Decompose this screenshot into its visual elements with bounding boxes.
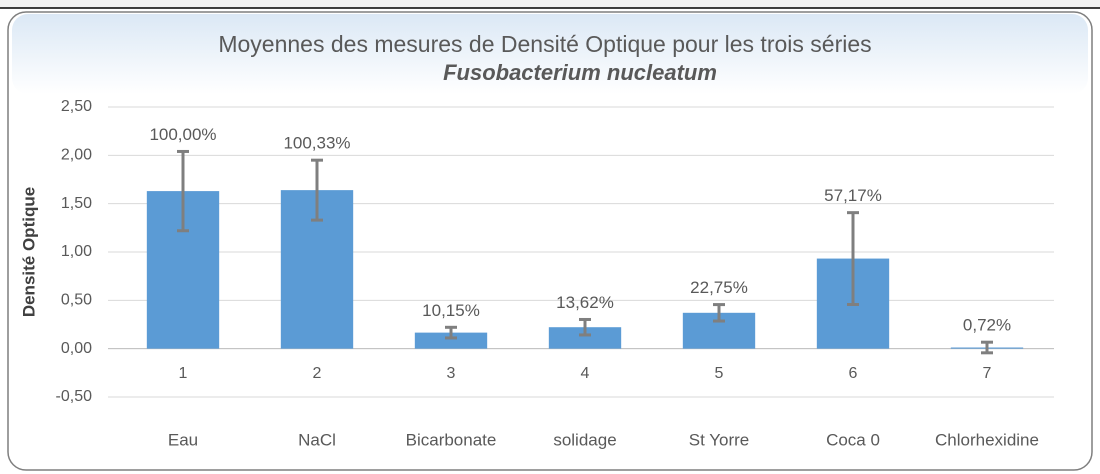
y-tick-label: 1,50: [61, 195, 92, 212]
header-band: [12, 14, 1088, 94]
data-label: 13,62%: [556, 293, 614, 312]
bar: [548, 327, 622, 349]
x-tick-number: 2: [313, 365, 322, 382]
x-tick-label: Chlorhexidine: [935, 430, 1039, 449]
x-tick-label: NaCl: [298, 430, 336, 449]
y-tick-label: 2,50: [61, 98, 92, 115]
y-axis-label: Densité Optique: [19, 187, 38, 317]
data-label: 0,72%: [963, 316, 1011, 335]
y-tick-label: 1,00: [61, 243, 92, 260]
x-tick-number: 4: [581, 365, 590, 382]
x-tick-number: 5: [715, 365, 724, 382]
x-tick-number: 3: [447, 365, 456, 382]
data-label: 100,00%: [149, 125, 216, 144]
x-tick-number: 7: [983, 365, 992, 382]
chart-subtitle: Fusobacterium nucleatum: [443, 60, 717, 85]
chart-title: Moyennes des mesures de Densité Optique …: [218, 31, 871, 57]
y-tick-label: 2,00: [61, 147, 92, 164]
table-strip: [0, 0, 1100, 8]
x-tick-label: Coca 0: [826, 430, 880, 449]
data-label: 10,15%: [422, 301, 480, 320]
x-tick-number: 1: [179, 365, 188, 382]
y-tick-label: 0,00: [61, 340, 92, 357]
data-label: 100,33%: [283, 134, 350, 153]
x-tick-label: Bicarbonate: [406, 430, 497, 449]
x-tick-label: St Yorre: [689, 430, 750, 449]
x-tick-label: solidage: [553, 430, 616, 449]
y-tick-label: 0,50: [61, 292, 92, 309]
x-tick-number: 6: [849, 365, 858, 382]
x-tick-label: Eau: [168, 430, 198, 449]
data-label: 22,75%: [690, 278, 748, 297]
data-label: 57,17%: [824, 186, 882, 205]
y-tick-label: -0,50: [56, 388, 93, 405]
bar: [414, 332, 488, 349]
chart-frame: [7, 11, 1093, 471]
